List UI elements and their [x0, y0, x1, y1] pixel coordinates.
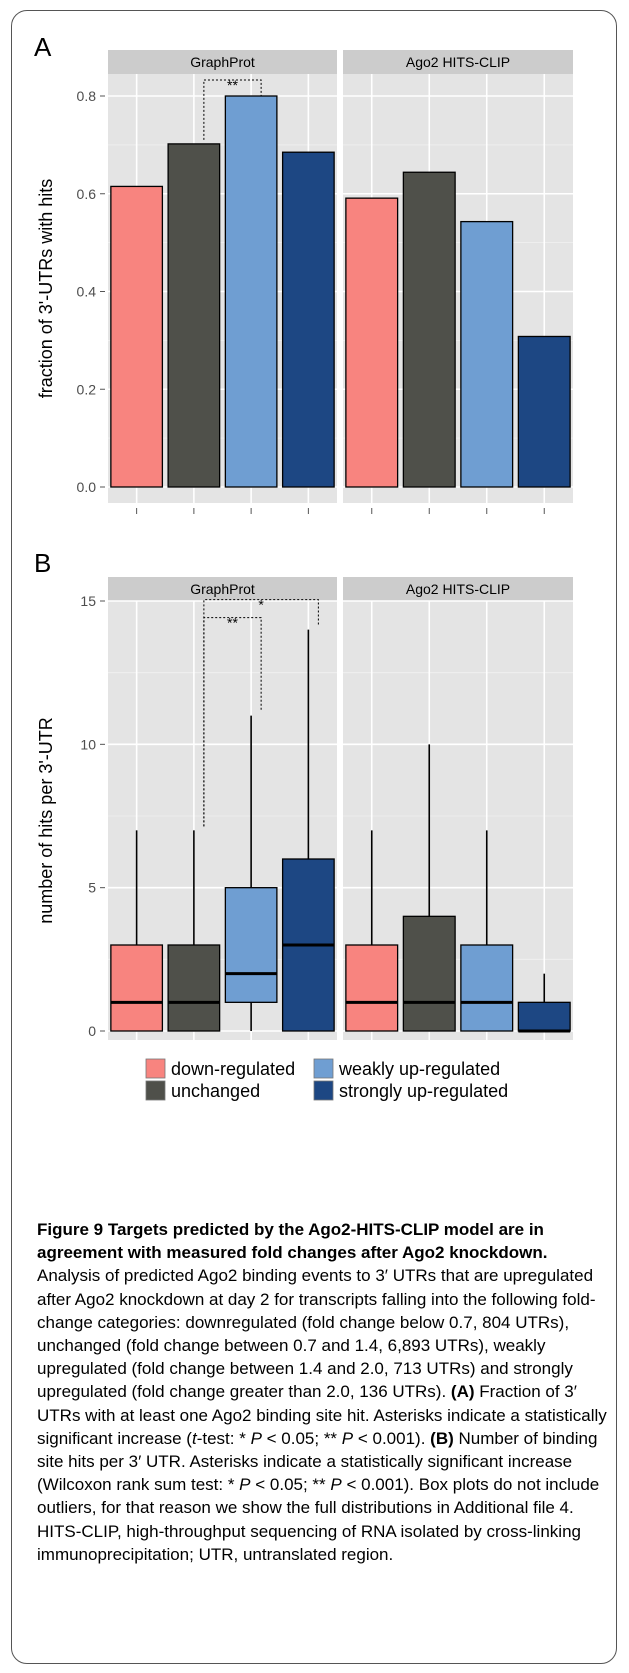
y-tick-label: 10 [80, 736, 96, 752]
caption-text: Fraction of 3′ UTRs with at least one Ag… [37, 1382, 607, 1448]
y-tick-label: 15 [80, 593, 96, 609]
legend-label: down-regulated [171, 1059, 295, 1079]
panel-letter: A [34, 32, 52, 62]
caption-label-a: (A) [450, 1382, 475, 1402]
caption-text: < 0.001). Box plots do not include outli… [37, 1475, 600, 1564]
legend-swatch-weak [313, 1058, 334, 1079]
bar-down [110, 185, 164, 488]
y-axis-label: number of hits per 3'-UTR [36, 717, 56, 924]
y-tick-label: 0 [88, 1023, 96, 1039]
caption-text: < 0.001). [353, 1428, 431, 1448]
legend-label: strongly up-regulated [339, 1081, 508, 1101]
caption-italic: P [341, 1428, 354, 1448]
facet-strip [108, 577, 337, 601]
facet-strip [108, 50, 337, 74]
legend-swatch-down [145, 1058, 166, 1079]
caption-italic: P [250, 1428, 262, 1448]
caption-text: < 0.05; ** [250, 1475, 331, 1495]
caption-label-b: (B) [430, 1428, 454, 1448]
facet-strip [343, 50, 573, 74]
caption-text: < 0.05; ** [261, 1428, 342, 1448]
legend-label: weakly up-regulated [338, 1059, 500, 1079]
caption-text: Number of binding site hits per 3′ UTR. … [37, 1428, 598, 1495]
significance-bracket [203, 599, 319, 827]
box-weak [224, 887, 278, 1003]
box-weak [460, 944, 514, 1032]
bar-weak [224, 95, 278, 488]
box-unchanged [402, 915, 456, 1032]
significance-bracket [203, 79, 262, 140]
legend-label: unchanged [171, 1081, 260, 1101]
box-strong [517, 1001, 571, 1032]
facet-title: GraphProt [190, 581, 255, 597]
bar-unchanged [167, 143, 221, 488]
caption-italic: P [239, 1475, 251, 1495]
caption-text: -test: * [196, 1428, 251, 1448]
y-tick-label: 0.4 [77, 284, 97, 300]
facet-title: GraphProt [190, 54, 255, 70]
caption-text: Analysis of predicted Ago2 binding event… [37, 1266, 596, 1402]
facet-strip [343, 577, 573, 601]
caption-title: Figure 9 Targets predicted by the Ago2-H… [37, 1220, 548, 1263]
bar-down [345, 197, 399, 488]
bar-weak [460, 220, 514, 488]
bar-unchanged [402, 171, 456, 488]
y-tick-label: 0.0 [77, 479, 97, 495]
panel-letter: B [34, 548, 51, 578]
facet-title: Ago2 HITS-CLIP [406, 581, 510, 597]
figure-frame [11, 10, 617, 1664]
box-unchanged [167, 944, 221, 1032]
bar-strong [281, 151, 335, 488]
y-tick-label: 5 [88, 880, 96, 896]
significance-label: ** [227, 615, 238, 631]
significance-label: * [258, 597, 264, 613]
y-tick-label: 0.8 [77, 88, 97, 104]
bar-strong [517, 335, 571, 488]
y-tick-label: 0.6 [77, 186, 97, 202]
significance-label: ** [227, 77, 238, 93]
facet-title: Ago2 HITS-CLIP [406, 54, 510, 70]
legend-swatch-unchanged [145, 1080, 166, 1101]
box-down [110, 944, 164, 1032]
box-down [345, 944, 399, 1032]
y-axis-label: fraction of 3'-UTRs with hits [36, 179, 56, 399]
figure-caption: Figure 9 Targets predicted by the Ago2-H… [37, 1218, 607, 1566]
y-tick-label: 0.2 [77, 381, 97, 397]
caption-italic: P [330, 1475, 342, 1495]
caption-italic: t [191, 1428, 197, 1448]
legend-swatch-strong [313, 1080, 334, 1101]
